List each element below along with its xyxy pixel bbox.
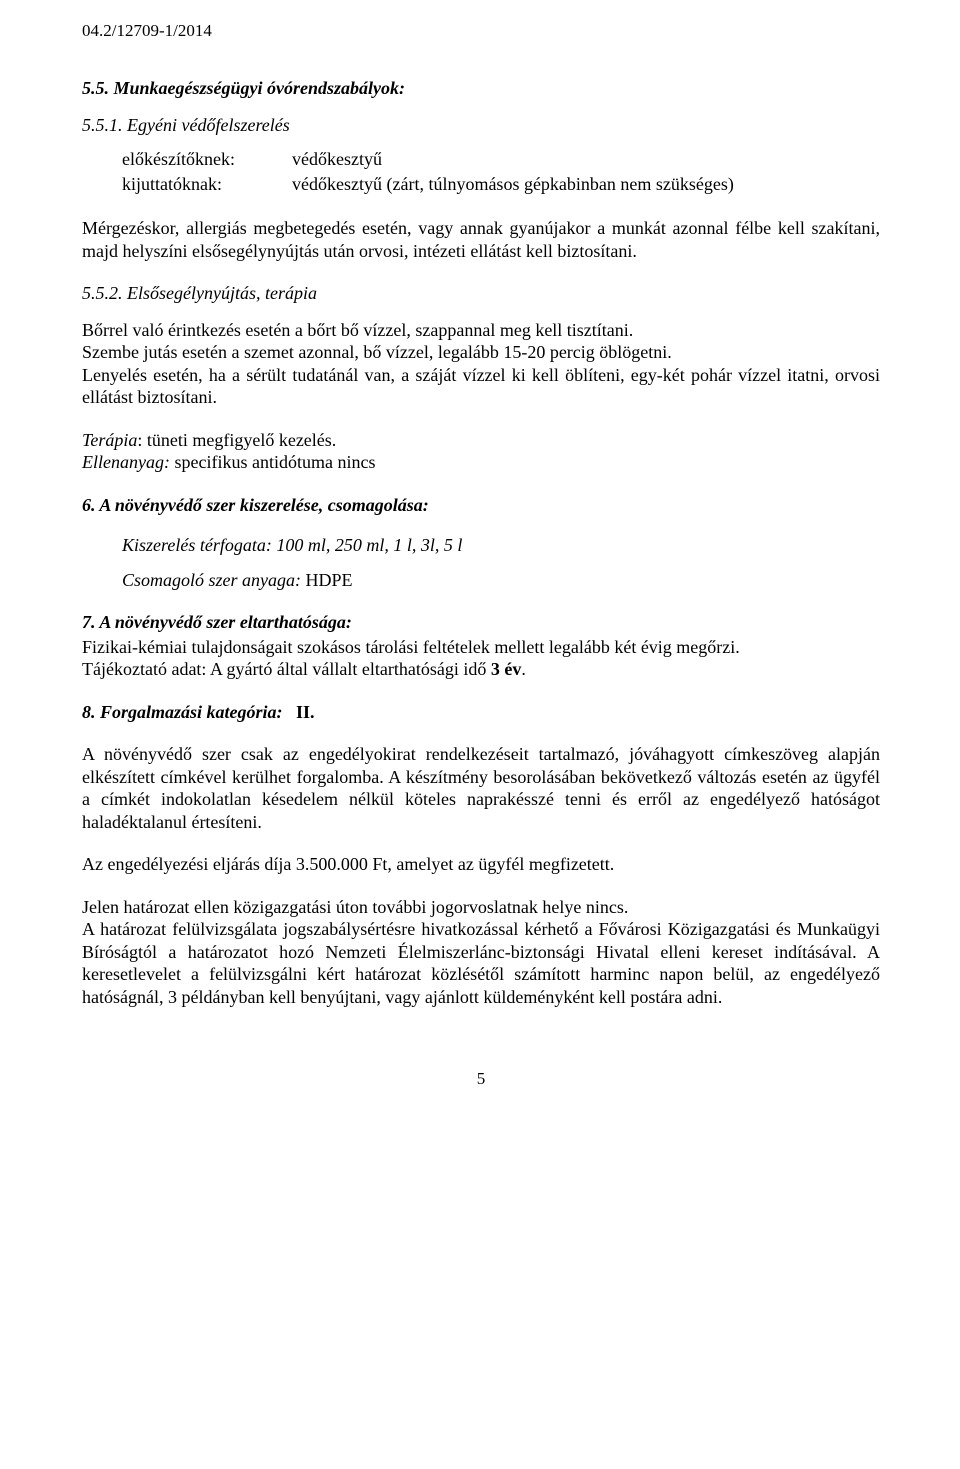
section-7-title: 7. A növényvédő szer eltarthatósága: [82,611,880,634]
section-7-line-2a: Tájékoztató adat: A gyártó által vállalt… [82,659,491,679]
therapy-line: Terápia: tüneti megfigyelő kezelés. [82,429,880,452]
equipment-table: előkészítőknek: védőkesztyű kijuttatókna… [122,148,734,197]
section-5-5-1-title: 5.5.1. Egyéni védőfelszerelés [82,114,880,137]
section-5-5-2-title: 5.5.2. Elsősegélynyújtás, terápia [82,282,880,305]
section-6-title: 6. A növényvédő szer kiszerelése, csomag… [82,494,880,517]
equipment-key: kijuttatóknak: [122,173,292,198]
table-row: kijuttatóknak: védőkesztyű (zárt, túlnyo… [122,173,734,198]
section-8-paragraph-2: Az engedélyezési eljárás díja 3.500.000 … [82,853,880,876]
section-7-line-1: Fizikai-kémiai tulajdonságait szokásos t… [82,636,880,659]
ellena-label: Ellenanyag: [82,452,170,472]
packaging-line-2-value: HDPE [301,570,353,590]
equipment-value: védőkesztyű (zárt, túlnyomásos gépkabinb… [292,173,734,198]
section-8-paragraph-3: Jelen határozat ellen közigazgatási úton… [82,896,880,919]
packaging-line-2-label: Csomagoló szer anyaga: [122,570,301,590]
equipment-key: előkészítőknek: [122,148,292,173]
section-8-paragraph-1: A növényvédő szer csak az engedélyokirat… [82,743,880,833]
ellena-text: specifikus antidótuma nincs [170,452,375,472]
section-7-line-2: Tájékoztató adat: A gyártó által vállalt… [82,658,880,681]
packaging-line-2: Csomagoló szer anyaga: HDPE [122,569,880,592]
first-aid-line-2: Szembe jutás esetén a szemet azonnal, bő… [82,341,880,364]
equipment-value: védőkesztyű [292,148,734,173]
section-8-value: II. [296,702,315,722]
section-5-5-title: 5.5. Munkaegészségügyi óvórendszabályok: [82,77,880,100]
ellena-line: Ellenanyag: specifikus antidótuma nincs [82,451,880,474]
first-aid-line-1: Bőrrel való érintkezés esetén a bőrt bő … [82,319,880,342]
page-number: 5 [82,1068,880,1089]
therapy-text: : tüneti megfigyelő kezelés. [137,430,336,450]
section-7-line-2c: . [521,659,526,679]
document-reference: 04.2/12709-1/2014 [82,20,880,41]
therapy-label: Terápia [82,430,137,450]
packaging-line-1: Kiszerelés térfogata: 100 ml, 250 ml, 1 … [122,534,880,557]
first-aid-block: Bőrrel való érintkezés esetén a bőrt bő … [82,319,880,409]
section-7-line-2b: 3 év [491,659,522,679]
section-5-5-1-paragraph: Mérgezéskor, allergiás megbetegedés eset… [82,217,880,262]
first-aid-line-3: Lenyelés esetén, ha a sérült tudatánál v… [82,364,880,409]
section-5-5-title-colon: : [399,78,405,98]
section-8-paragraph-4: A határozat felülvizsgálata jogszabálysé… [82,918,880,1008]
packaging-block: Kiszerelés térfogata: 100 ml, 250 ml, 1 … [122,534,880,591]
table-row: előkészítőknek: védőkesztyű [122,148,734,173]
section-8-title: 8. Forgalmazási kategória: [82,702,283,722]
section-5-5-title-text: 5.5. Munkaegészségügyi óvórendszabályok [82,78,399,98]
section-8-title-line: 8. Forgalmazási kategória: II. [82,701,880,724]
